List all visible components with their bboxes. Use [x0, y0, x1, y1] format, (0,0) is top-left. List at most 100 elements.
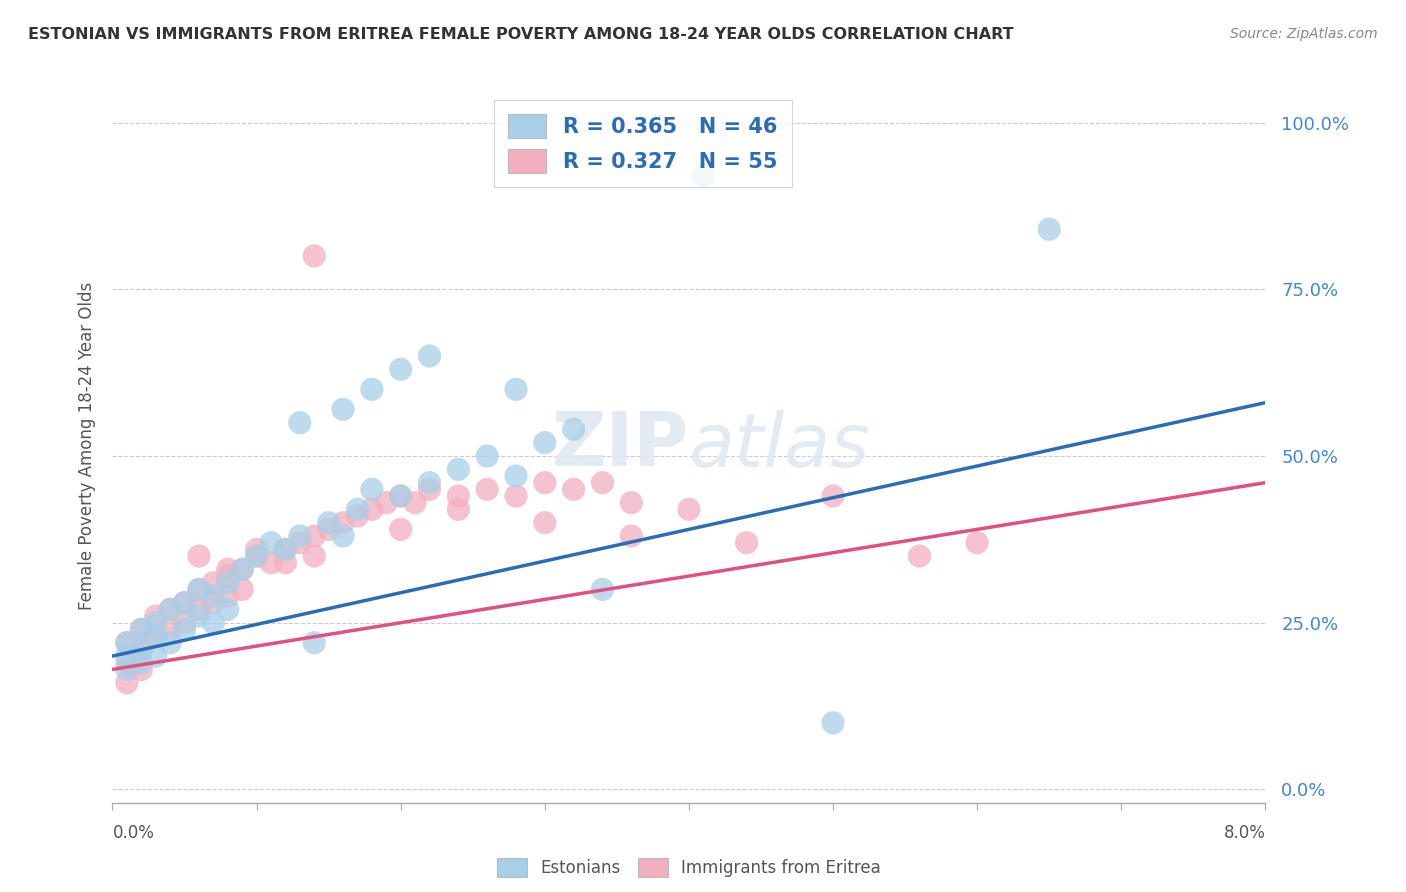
Point	[447, 462, 470, 476]
Point	[475, 483, 498, 497]
Point	[304, 249, 326, 263]
Point	[217, 602, 239, 616]
Point	[735, 535, 758, 549]
Point	[966, 535, 988, 549]
Point	[447, 489, 470, 503]
Point	[592, 475, 614, 490]
Point	[562, 483, 585, 497]
Point	[145, 629, 167, 643]
Text: Source: ZipAtlas.com: Source: ZipAtlas.com	[1230, 27, 1378, 41]
Point	[505, 382, 527, 396]
Point	[908, 549, 931, 563]
Point	[202, 615, 225, 630]
Point	[274, 542, 297, 557]
Point	[447, 502, 470, 516]
Point	[288, 416, 311, 430]
Point	[173, 623, 195, 637]
Legend: Estonians, Immigrants from Eritrea: Estonians, Immigrants from Eritrea	[488, 848, 890, 888]
Point	[288, 529, 311, 543]
Point	[245, 549, 267, 563]
Point	[346, 502, 368, 516]
Point	[592, 582, 614, 597]
Text: 0.0%: 0.0%	[112, 824, 155, 842]
Point	[202, 575, 225, 590]
Point	[1038, 222, 1060, 236]
Point	[245, 542, 267, 557]
Point	[188, 582, 211, 597]
Point	[419, 475, 441, 490]
Point	[115, 656, 138, 670]
Point	[318, 516, 340, 530]
Point	[620, 496, 643, 510]
Point	[173, 615, 195, 630]
Point	[678, 502, 700, 516]
Point	[217, 562, 239, 576]
Y-axis label: Female Poverty Among 18-24 Year Olds: Female Poverty Among 18-24 Year Olds	[77, 282, 96, 610]
Text: 8.0%: 8.0%	[1223, 824, 1265, 842]
Point	[332, 516, 354, 530]
Point	[115, 636, 138, 650]
Point	[231, 562, 253, 576]
Point	[304, 529, 326, 543]
Point	[821, 489, 844, 503]
Point	[389, 489, 412, 503]
Point	[533, 435, 555, 450]
Point	[159, 636, 181, 650]
Point	[173, 596, 195, 610]
Point	[202, 596, 225, 610]
Point	[692, 169, 714, 183]
Point	[115, 675, 138, 690]
Point	[159, 602, 181, 616]
Point	[389, 362, 412, 376]
Point	[332, 529, 354, 543]
Point	[188, 602, 211, 616]
Point	[389, 522, 412, 536]
Point	[304, 636, 326, 650]
Point	[389, 489, 412, 503]
Point	[115, 636, 138, 650]
Text: ESTONIAN VS IMMIGRANTS FROM ERITREA FEMALE POVERTY AMONG 18-24 YEAR OLDS CORRELA: ESTONIAN VS IMMIGRANTS FROM ERITREA FEMA…	[28, 27, 1014, 42]
Point	[188, 609, 211, 624]
Point	[346, 509, 368, 524]
Point	[505, 469, 527, 483]
Point	[318, 522, 340, 536]
Point	[505, 489, 527, 503]
Point	[145, 629, 167, 643]
Text: atlas: atlas	[689, 410, 870, 482]
Point	[274, 542, 297, 557]
Point	[145, 615, 167, 630]
Point	[145, 649, 167, 664]
Point	[533, 475, 555, 490]
Point	[245, 549, 267, 563]
Point	[360, 483, 382, 497]
Point	[821, 715, 844, 730]
Text: ZIP: ZIP	[551, 409, 689, 483]
Point	[562, 422, 585, 436]
Point	[419, 349, 441, 363]
Point	[620, 529, 643, 543]
Point	[288, 535, 311, 549]
Point	[129, 642, 153, 657]
Point	[274, 556, 297, 570]
Point	[202, 589, 225, 603]
Point	[129, 642, 153, 657]
Point	[360, 502, 382, 516]
Point	[159, 623, 181, 637]
Point	[304, 549, 326, 563]
Point	[145, 609, 167, 624]
Point	[260, 535, 283, 549]
Point	[231, 562, 253, 576]
Point	[217, 575, 239, 590]
Point	[159, 602, 181, 616]
Point	[129, 662, 153, 676]
Point	[129, 623, 153, 637]
Point	[188, 549, 211, 563]
Point	[129, 623, 153, 637]
Point	[332, 402, 354, 417]
Point	[419, 483, 441, 497]
Point	[375, 496, 398, 510]
Point	[173, 596, 195, 610]
Point	[115, 649, 138, 664]
Point	[231, 582, 253, 597]
Point	[217, 589, 239, 603]
